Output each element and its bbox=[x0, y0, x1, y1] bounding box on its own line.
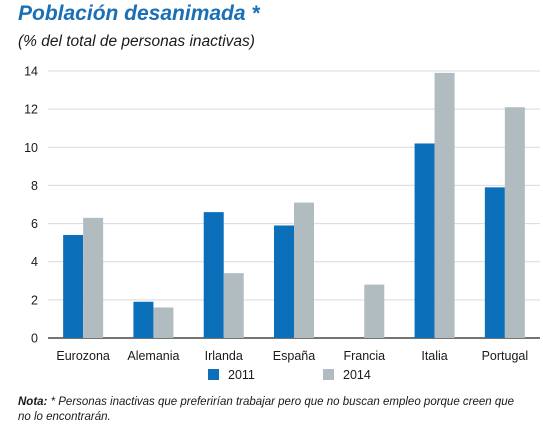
bar-2014-eurozona bbox=[83, 217, 104, 338]
y-tick-label: 14 bbox=[24, 65, 38, 79]
x-tick-label: Irlanda bbox=[205, 349, 243, 363]
y-tick-label: 8 bbox=[31, 179, 38, 193]
x-tick-label: Portugal bbox=[482, 349, 529, 363]
y-tick-label: 0 bbox=[31, 332, 38, 346]
bar-2014-alemania bbox=[153, 307, 174, 338]
x-tick-label: Francia bbox=[343, 349, 385, 363]
legend-label-2011: 2011 bbox=[228, 368, 255, 382]
legend-swatch-2011 bbox=[208, 369, 219, 380]
x-tick-label: España bbox=[273, 349, 315, 363]
y-tick-label: 6 bbox=[31, 217, 38, 231]
legend-swatch-2014 bbox=[323, 369, 334, 380]
x-tick-label: Italia bbox=[421, 349, 447, 363]
footnote: Nota: * Personas inactivas que preferirí… bbox=[18, 395, 528, 425]
bar-2011-alemania bbox=[133, 301, 154, 338]
chart-subtitle: (% del total de personas inactivas) bbox=[18, 33, 255, 50]
y-tick-label: 12 bbox=[24, 103, 38, 117]
bar-2014-italia bbox=[434, 72, 455, 339]
bar-2011-eurozona bbox=[63, 235, 84, 338]
y-tick-label: 10 bbox=[24, 141, 38, 155]
bar-2011-españa bbox=[274, 225, 294, 338]
bar-2014-francia bbox=[364, 284, 385, 338]
bar-2011-italia bbox=[414, 143, 435, 338]
bar-2011-portugal bbox=[484, 187, 505, 338]
legend-label-2014: 2014 bbox=[343, 368, 371, 382]
x-tick-label: Eurozona bbox=[56, 349, 110, 363]
y-tick-label: 4 bbox=[31, 255, 38, 269]
chart-title: Población desanimada * bbox=[18, 2, 260, 25]
footnote-text: * Personas inactivas que preferirían tra… bbox=[18, 396, 515, 423]
bar-2014-españa bbox=[294, 202, 314, 338]
footnote-label: Nota: bbox=[18, 396, 48, 408]
bar-2014-portugal bbox=[504, 107, 525, 338]
bar-2011-irlanda bbox=[203, 212, 224, 338]
y-tick-label: 2 bbox=[31, 293, 38, 307]
bar-2014-irlanda bbox=[223, 273, 244, 338]
x-tick-label: Alemania bbox=[127, 349, 179, 363]
